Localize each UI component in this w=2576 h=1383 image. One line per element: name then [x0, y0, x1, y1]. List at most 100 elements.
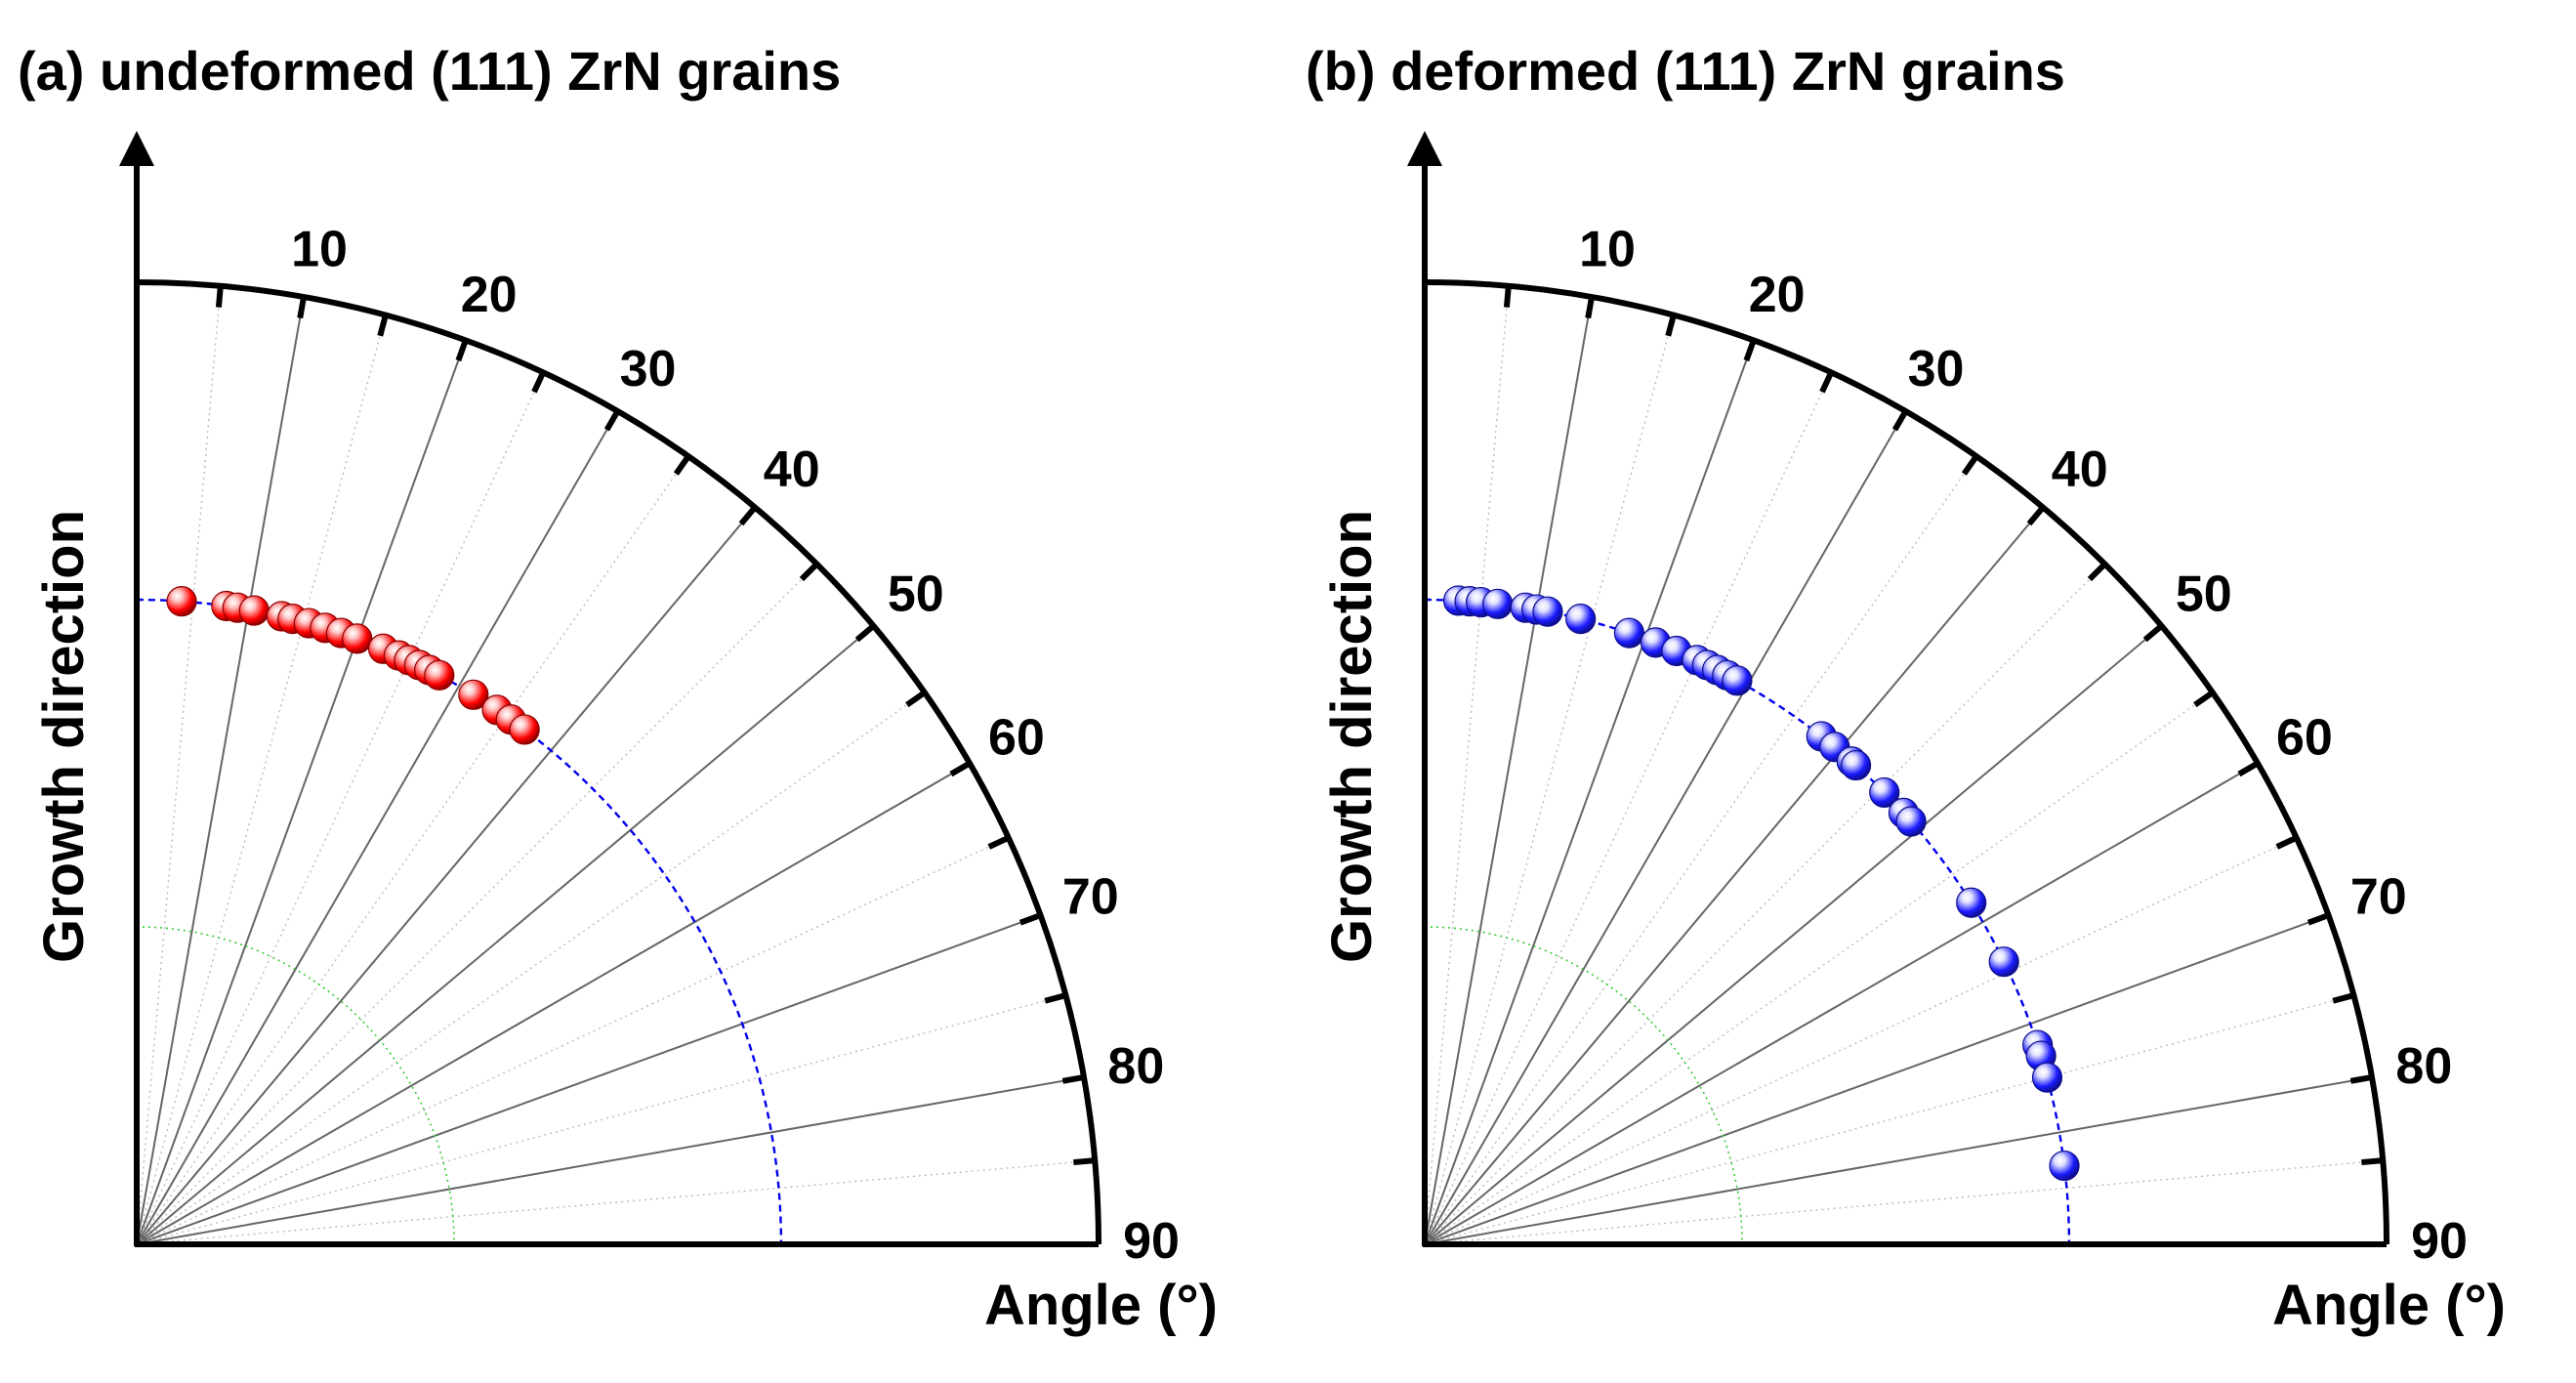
angle-tick [2306, 912, 2330, 926]
radial-gridline-minor [1424, 837, 2298, 1245]
angle-tick-label: 30 [1908, 341, 1965, 398]
angle-tick [1665, 314, 1677, 337]
radial-gridline-minor [1424, 371, 1832, 1245]
data-point [1840, 749, 1872, 781]
data-point [1482, 588, 1514, 619]
data-point [342, 623, 373, 654]
radial-gridline-minor [136, 371, 544, 1245]
radial-gridline-minor [136, 285, 222, 1245]
data-point [1565, 604, 1597, 635]
angle-tick-label: 50 [2176, 566, 2232, 622]
radial-gridline-major [1424, 914, 2329, 1245]
data-point [238, 595, 270, 626]
angle-tick [2275, 835, 2298, 850]
polar-chart-b: (b) deformed (111) ZrN grains 10 20 30 40 50 6… [1288, 0, 2576, 1383]
angle-tick [2026, 505, 2046, 526]
radial-gridline-major [136, 625, 875, 1245]
angle-tick [297, 296, 307, 319]
angle-tick [1743, 339, 1757, 362]
angle-tick [987, 835, 1010, 850]
data-point [1722, 665, 1753, 696]
angle-tick [738, 505, 758, 526]
angle-tick [1073, 1157, 1096, 1166]
y-axis-title: Growth direction [32, 510, 96, 963]
angle-tick [949, 760, 972, 777]
angle-tick [377, 314, 389, 337]
radial-gridline-minor [136, 837, 1010, 1245]
data-point [509, 714, 540, 745]
data-point [424, 659, 455, 691]
angle-tick [531, 371, 546, 394]
radial-gridline-minor [1424, 285, 1510, 1245]
angle-tick-label: 80 [2395, 1038, 2452, 1095]
x-axis-title: Angle (°) [984, 1274, 1218, 1337]
angle-tick-label: 70 [1062, 868, 1119, 925]
angle-tick [905, 690, 927, 708]
polar-chart-a: (a) undeformed (111) ZrN grains 10 20 30 40 5… [18, 40, 1218, 1337]
angle-tick-label: 40 [2052, 441, 2108, 498]
angle-tick [2332, 992, 2355, 1004]
radial-gridline-major [136, 340, 467, 1245]
angle-tick [1585, 296, 1595, 319]
data-point [166, 586, 197, 617]
angle-tick-label: 10 [1579, 222, 1636, 278]
angle-tick [1018, 912, 1042, 926]
radial-gridline-major [1424, 296, 1594, 1245]
radial-gridline-minor [136, 564, 817, 1245]
angle-tick [854, 623, 876, 643]
data-point [458, 679, 489, 710]
data-point [2031, 1062, 2063, 1093]
radial-gridline-major [136, 1075, 1085, 1245]
radial-gridline-minor [1424, 1159, 2384, 1245]
radial-gridline-major [1424, 410, 1907, 1245]
radial-gridline-minor [136, 1159, 1096, 1245]
radial-gridline-minor [136, 692, 926, 1245]
angle-tick-label: 80 [1107, 1038, 1164, 1095]
radial-gridline-major [136, 762, 971, 1245]
radial-gridline-major [1424, 1075, 2373, 1245]
radial-gridline-minor [1424, 314, 1675, 1245]
data-point [1613, 617, 1645, 649]
angle-tick-label: 30 [620, 341, 677, 398]
angle-tick [1044, 992, 1067, 1004]
chart-a-svg: (a) undeformed (111) ZrN grains 10 20 30 40 5… [18, 40, 1218, 1337]
angle-tick-label: 40 [764, 441, 820, 498]
angle-tick-label: 20 [1749, 267, 1806, 323]
angle-tick [799, 562, 819, 582]
data-series [1442, 585, 2080, 1182]
radial-gridline-minor [1424, 994, 2354, 1245]
radial-gridline-major [1424, 625, 2163, 1245]
data-point [1988, 946, 2019, 978]
data-point [1869, 776, 1900, 809]
angle-tick [1819, 371, 1834, 394]
radial-gridline-minor [1424, 692, 2214, 1245]
angle-tick-label: 70 [2350, 868, 2407, 925]
angle-tick [215, 285, 224, 308]
data-point [1532, 596, 1563, 627]
radial-gridline-major [1424, 762, 2259, 1245]
angle-tick-label: 90 [2411, 1213, 2468, 1270]
angle-tick-label: 90 [1123, 1213, 1180, 1270]
angle-tick [2361, 1157, 2384, 1166]
data-point [1956, 887, 1987, 918]
angle-tick [455, 339, 469, 362]
outer-angle-axis [1424, 279, 2389, 1245]
y-axis-title: Growth direction [1320, 510, 1384, 963]
radial-gridline-minor [1424, 564, 2105, 1245]
radial-gridline-major [1424, 506, 2044, 1245]
radial-gridline-minor [136, 994, 1066, 1245]
angle-tick [2193, 690, 2215, 708]
angle-tick [2142, 623, 2164, 643]
angle-tick [1891, 409, 1909, 432]
data-point [2049, 1150, 2080, 1182]
angle-tick [1503, 285, 1512, 308]
radial-gridline-major [136, 296, 306, 1245]
angle-tick [673, 454, 691, 476]
radial-gridline-minor [136, 314, 387, 1245]
radial-gridline-minor [1424, 455, 1977, 1245]
radial-gridline-major [1424, 340, 1755, 1245]
angle-tick-label: 60 [988, 710, 1045, 767]
data-series [166, 586, 540, 745]
angle-tick-label: 20 [461, 267, 518, 323]
chart-title: (a) undeformed (111) ZrN grains [18, 40, 841, 102]
